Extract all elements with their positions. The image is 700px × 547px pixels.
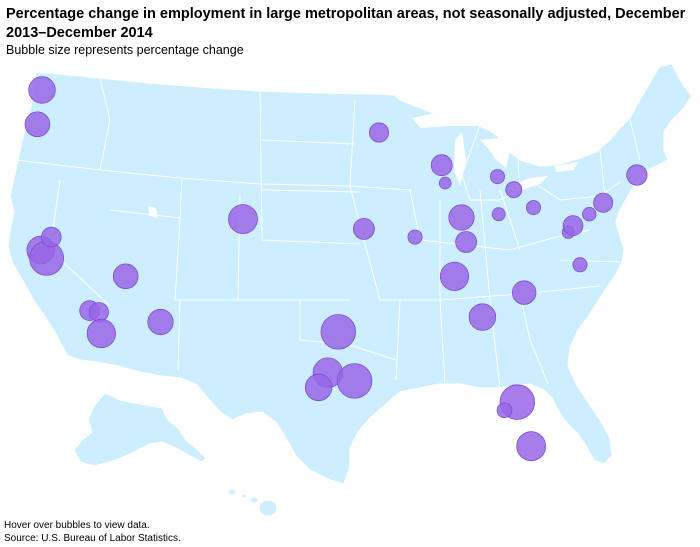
- bubble-atlanta[interactable]: [468, 303, 497, 331]
- chart-title: Percentage change in employment in large…: [6, 6, 686, 41]
- bubble-miami[interactable]: [516, 431, 547, 462]
- bubble-philadelphia[interactable]: [582, 206, 597, 222]
- bubble-phoenix[interactable]: [147, 308, 174, 336]
- bubble-st-louis[interactable]: [407, 229, 423, 245]
- contiguous-us-landmass: [7, 63, 693, 485]
- bubble-milwaukee[interactable]: [430, 154, 453, 177]
- bubble-denver[interactable]: [228, 204, 258, 235]
- bubble-seattle[interactable]: [28, 76, 56, 104]
- bubble-san-diego[interactable]: [86, 318, 116, 349]
- bubble-sacramento[interactable]: [41, 226, 62, 248]
- bubble-louisville[interactable]: [455, 231, 478, 253]
- hawaii-landmass: [227, 488, 278, 517]
- bubble-riverside[interactable]: [88, 302, 109, 323]
- us-map-svg: [7, 63, 693, 517]
- employment-bubbles: [24, 76, 648, 462]
- bubble-nashville[interactable]: [439, 261, 470, 291]
- bubble-virginia-beach[interactable]: [572, 257, 588, 273]
- bubble-dallas[interactable]: [320, 314, 356, 350]
- bubble-detroit[interactable]: [489, 169, 505, 185]
- chart-subtitle: Bubble size represents percentage change: [6, 43, 244, 57]
- bubble-indianapolis[interactable]: [448, 204, 475, 231]
- bubble-minneapolis[interactable]: [368, 122, 389, 143]
- alaska-landmass: [73, 392, 207, 467]
- bubble-baltimore[interactable]: [562, 215, 584, 236]
- bubble-san-antonio[interactable]: [304, 373, 333, 402]
- bubble-las-vegas[interactable]: [112, 263, 139, 290]
- bubble-houston[interactable]: [336, 363, 373, 399]
- source-note: Source: U.S. Bureau of Labor Statistics.: [4, 533, 181, 544]
- bubble-chicago[interactable]: [438, 176, 452, 190]
- bubble-pittsburgh[interactable]: [526, 200, 542, 216]
- bubble-cleveland[interactable]: [505, 181, 523, 199]
- state-borders: [15, 77, 641, 389]
- bubble-new-york[interactable]: [593, 192, 614, 213]
- bubble-tampa[interactable]: [496, 402, 513, 419]
- bubble-san-jose[interactable]: [29, 240, 64, 276]
- bubble-boston[interactable]: [626, 164, 648, 186]
- us-map: [0, 58, 700, 518]
- bubble-columbus[interactable]: [491, 207, 506, 222]
- hover-note: Hover over bubbles to view data.: [4, 520, 150, 531]
- bubble-charlotte[interactable]: [512, 280, 537, 305]
- bubble-portland[interactable]: [24, 111, 51, 138]
- bubble-kansas-city[interactable]: [352, 217, 375, 240]
